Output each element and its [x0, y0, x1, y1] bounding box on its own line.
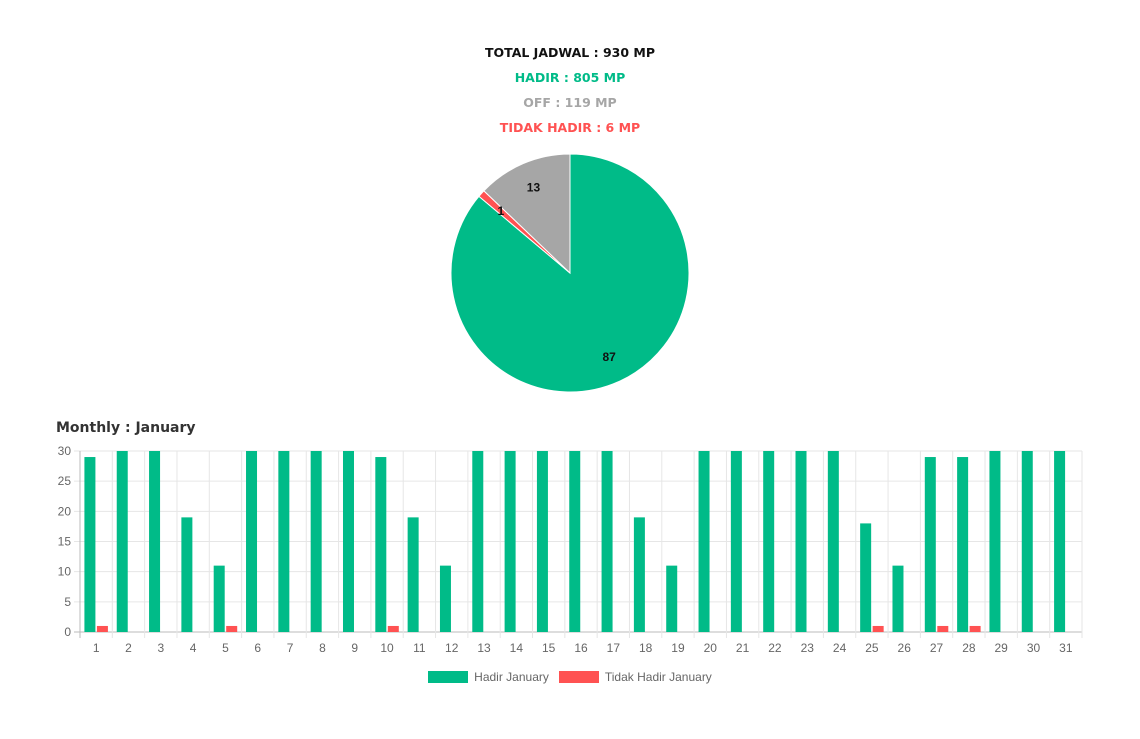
x-tick-label: 16	[574, 641, 588, 655]
legend-item-tidak-hadir[interactable]: Tidak Hadir January	[558, 670, 712, 684]
bar-hadir-16[interactable]	[569, 451, 581, 632]
x-tick-label: 27	[930, 641, 944, 655]
pie-label-tidak-hadir: 1	[498, 204, 505, 218]
y-tick-label: 15	[58, 535, 72, 549]
monthly-title: Monthly : January	[56, 420, 196, 436]
bar-hadir-10[interactable]	[375, 457, 387, 632]
y-tick-label: 25	[58, 474, 72, 488]
x-tick-label: 18	[639, 641, 653, 655]
bar-hadir-28[interactable]	[957, 457, 969, 632]
x-tick-label: 20	[704, 641, 718, 655]
bar-tidak-hadir-27[interactable]	[937, 625, 949, 632]
bar-hadir-22[interactable]	[763, 451, 775, 632]
pie-label-hadir: 87	[602, 350, 616, 364]
legend-item-hadir[interactable]: Hadir January	[428, 670, 549, 684]
y-tick-label: 20	[58, 504, 72, 518]
bar-hadir-18[interactable]	[633, 517, 645, 632]
x-tick-label: 6	[254, 641, 261, 655]
x-tick-label: 19	[671, 641, 685, 655]
x-tick-label: 30	[1027, 641, 1041, 655]
bar-chart-legend: Hadir January Tidak Hadir January	[0, 670, 1140, 684]
pie-svg: 87 1 13	[450, 153, 690, 393]
x-tick-label: 23	[801, 641, 815, 655]
x-tick-label: 1	[93, 641, 100, 655]
tidak-hadir-text: TIDAK HADIR : 6 MP	[499, 120, 641, 135]
bar-hadir-13[interactable]	[472, 451, 484, 632]
bar-hadir-6[interactable]	[246, 451, 258, 632]
legend-swatch-tidak-hadir	[558, 671, 599, 683]
x-tick-label: 15	[542, 641, 556, 655]
legend-label-hadir: Hadir January	[474, 670, 549, 684]
bar-hadir-20[interactable]	[698, 451, 710, 632]
pie-slice-off[interactable]	[483, 153, 571, 275]
x-tick-label: 9	[351, 641, 358, 655]
bar-hadir-4[interactable]	[181, 517, 193, 632]
bar-hadir-23[interactable]	[795, 451, 807, 632]
x-tick-label: 4	[190, 641, 197, 655]
x-tick-label: 28	[962, 641, 976, 655]
x-tick-label: 13	[477, 641, 491, 655]
bar-tidak-hadir-25[interactable]	[872, 625, 884, 632]
y-tick-label: 30	[58, 444, 72, 458]
bar-hadir-11[interactable]	[407, 517, 419, 632]
x-tick-label: 3	[157, 641, 164, 655]
x-tick-label: 26	[898, 641, 912, 655]
bar-hadir-8[interactable]	[310, 451, 322, 632]
bar-hadir-15[interactable]	[536, 451, 548, 632]
bar-hadir-19[interactable]	[666, 565, 678, 632]
bar-hadir-9[interactable]	[342, 451, 354, 632]
legend-label-tidak-hadir: Tidak Hadir January	[604, 670, 712, 684]
off-text: OFF : 119 MP	[523, 95, 617, 110]
monthly-bar-chart: 0 5 10 15 20 25 30 1 2 3 4 5 6 7 8 9 10 11 12 13 14 15 16 17 18 1…	[40, 440, 1100, 660]
x-tick-label: 29	[995, 641, 1009, 655]
x-tick-label: 12	[445, 641, 459, 655]
hadir-text: HADIR : 805 MP	[514, 70, 626, 85]
pie-label-off: 13	[527, 181, 541, 195]
bar-hadir-12[interactable]	[439, 565, 451, 632]
x-tick-label: 10	[380, 641, 394, 655]
attendance-pie-chart: 87 1 13	[440, 145, 700, 405]
x-tick-label: 11	[413, 641, 426, 655]
x-tick-label: 31	[1059, 641, 1073, 655]
x-tick-label: 21	[736, 641, 750, 655]
x-tick-label: 17	[607, 641, 621, 655]
bar-hadir-21[interactable]	[730, 451, 742, 632]
bar-hadir-29[interactable]	[989, 451, 1001, 632]
bar-hadir-17[interactable]	[601, 451, 613, 632]
x-tick-label: 22	[768, 641, 782, 655]
x-tick-label: 5	[222, 641, 229, 655]
x-tick-label: 24	[833, 641, 847, 655]
bar-hadir-26[interactable]	[892, 565, 904, 632]
x-tick-label: 7	[287, 641, 294, 655]
x-tick-label: 14	[510, 641, 524, 655]
bar-tidak-hadir-1[interactable]	[96, 625, 108, 632]
y-tick-label: 10	[58, 565, 72, 579]
bar-hadir-2[interactable]	[116, 451, 128, 632]
x-tick-label: 8	[319, 641, 326, 655]
bar-hadir-30[interactable]	[1021, 451, 1033, 632]
y-tick-label: 0	[64, 625, 71, 639]
bar-hadir-3[interactable]	[149, 451, 161, 632]
bar-hadir-31[interactable]	[1054, 451, 1066, 632]
bar-hadir-1[interactable]	[84, 457, 96, 632]
bar-hadir-25[interactable]	[860, 523, 872, 632]
bar-hadir-5[interactable]	[213, 565, 225, 632]
bar-hadir-14[interactable]	[504, 451, 516, 632]
bar-hadir-7[interactable]	[278, 451, 290, 632]
bar-tidak-hadir-10[interactable]	[387, 625, 399, 632]
x-tick-label: 25	[865, 641, 879, 655]
legend-swatch-hadir	[428, 671, 469, 683]
bar-hadir-24[interactable]	[827, 451, 839, 632]
x-tick-label: 2	[125, 641, 132, 655]
total-jadwal-text: TOTAL JADWAL : 930 MP	[484, 45, 655, 60]
bar-tidak-hadir-28[interactable]	[969, 625, 981, 632]
y-tick-label: 5	[64, 595, 71, 609]
bar-hadir-27[interactable]	[924, 457, 936, 632]
bar-tidak-hadir-5[interactable]	[226, 625, 238, 632]
